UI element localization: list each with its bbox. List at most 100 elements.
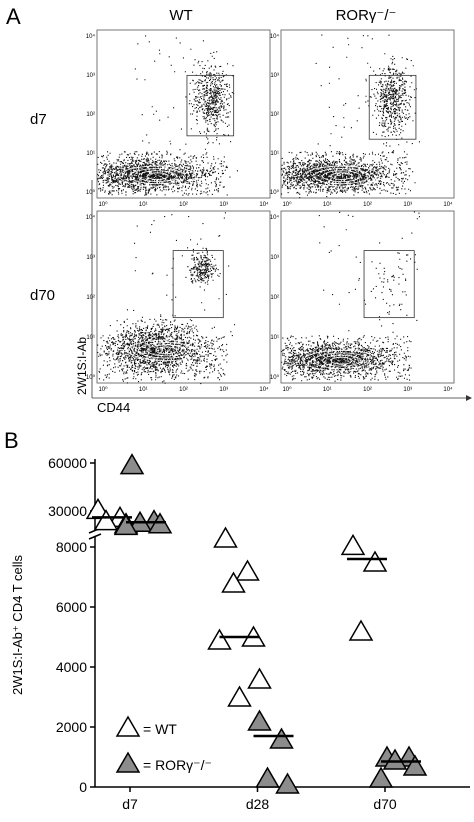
y-tick-label: 30000 bbox=[48, 503, 87, 519]
arrowhead bbox=[466, 395, 472, 401]
contour bbox=[303, 165, 381, 187]
contour bbox=[146, 344, 186, 357]
triangle bbox=[269, 727, 294, 749]
cell-dots bbox=[97, 35, 238, 196]
x-tick-label: 10¹ bbox=[139, 202, 148, 208]
x-tick-label: 10³ bbox=[219, 202, 228, 208]
y-tick-label: 10³ bbox=[270, 73, 279, 79]
contour bbox=[155, 346, 177, 355]
gate bbox=[186, 74, 235, 137]
contour bbox=[138, 342, 195, 359]
column-header: WT bbox=[169, 7, 192, 24]
x-tick-label: d28 bbox=[246, 796, 270, 812]
triangle bbox=[227, 685, 252, 707]
y-tick-label: 10⁰ bbox=[270, 374, 280, 381]
x-tick-label: 10² bbox=[179, 387, 188, 393]
x-tick-label: 10¹ bbox=[323, 202, 332, 208]
x-tick-label: 10⁴ bbox=[259, 201, 269, 208]
x-tick-label: 10² bbox=[363, 202, 372, 208]
triangle bbox=[402, 754, 428, 776]
triangle bbox=[119, 453, 145, 475]
cell-dots bbox=[281, 211, 420, 382]
x-tick-label: 10¹ bbox=[323, 387, 332, 393]
y-tick-label: 10⁰ bbox=[270, 189, 280, 196]
x-tick-label: 10⁰ bbox=[98, 201, 108, 208]
y-tick-label: 60000 bbox=[48, 455, 87, 471]
x-tick-label: 10² bbox=[179, 202, 188, 208]
triangle bbox=[213, 526, 238, 548]
y-tick-label: 4000 bbox=[56, 659, 87, 675]
y-tick-label: 10⁰ bbox=[86, 189, 96, 196]
plot-frame bbox=[280, 210, 455, 384]
legend-symbol bbox=[115, 751, 141, 773]
legend-label: = RORγ⁻/⁻ bbox=[143, 757, 212, 773]
contour bbox=[313, 352, 370, 369]
legend-symbol bbox=[115, 715, 141, 737]
plot-frame bbox=[280, 29, 455, 199]
x-tick-label: 10⁴ bbox=[443, 386, 453, 393]
legend-label: = WT bbox=[143, 721, 177, 737]
y-tick-label: 10¹ bbox=[270, 335, 279, 341]
axis-label: CD44 bbox=[97, 400, 130, 415]
axis-label: 2W1S:I-Ab bbox=[75, 337, 89, 395]
triangle bbox=[348, 619, 374, 641]
contour bbox=[146, 172, 169, 180]
plot-frame bbox=[96, 29, 271, 199]
y-tick-label: 10⁴ bbox=[86, 214, 96, 221]
row-label: d70 bbox=[30, 287, 55, 304]
y-tick-label: 6000 bbox=[56, 599, 87, 615]
y-tick-label: 10³ bbox=[270, 255, 279, 261]
cell-dots bbox=[281, 34, 420, 199]
panel-label: B bbox=[4, 428, 19, 453]
gate bbox=[172, 250, 224, 319]
y-tick-label: 10² bbox=[86, 295, 95, 301]
x-tick-label: 10⁰ bbox=[282, 386, 292, 393]
x-tick-label: 10⁰ bbox=[98, 386, 108, 393]
contour bbox=[322, 170, 361, 182]
triangle bbox=[255, 766, 280, 788]
x-tick-label: d7 bbox=[122, 796, 138, 812]
panel-label: A bbox=[6, 4, 21, 29]
y-tick-label: 10⁴ bbox=[270, 214, 280, 221]
triangle bbox=[221, 571, 246, 593]
contour bbox=[313, 168, 370, 185]
x-tick-label: 10³ bbox=[219, 387, 228, 393]
x-tick-label: 10⁴ bbox=[259, 386, 269, 393]
y-tick-label: 10¹ bbox=[86, 151, 95, 157]
contour bbox=[322, 354, 361, 367]
y-tick-label: 10¹ bbox=[86, 335, 95, 341]
triangle bbox=[362, 550, 388, 572]
gate bbox=[368, 74, 417, 140]
y-tick-label: 8000 bbox=[56, 539, 87, 555]
x-tick-label: 10³ bbox=[403, 387, 412, 393]
triangle bbox=[247, 709, 272, 731]
x-tick-label: 10⁴ bbox=[443, 201, 453, 208]
triangle bbox=[368, 766, 394, 788]
y-tick-label: 10⁰ bbox=[86, 374, 96, 381]
x-tick-label: 10⁰ bbox=[282, 201, 292, 208]
y-tick-label: 0 bbox=[79, 779, 87, 795]
triangle bbox=[382, 748, 408, 770]
y-tick-label: 10² bbox=[86, 112, 95, 118]
y-tick-label: 10³ bbox=[86, 255, 95, 261]
triangle bbox=[235, 559, 260, 581]
triangle bbox=[113, 513, 139, 536]
x-tick-label: 10² bbox=[363, 387, 372, 393]
contour bbox=[119, 165, 197, 187]
contour bbox=[303, 349, 381, 372]
x-tick-label: 10¹ bbox=[139, 387, 148, 393]
contour bbox=[138, 170, 177, 182]
contour bbox=[330, 356, 353, 365]
plot-frame bbox=[96, 210, 271, 384]
axis-label: 2W1S:I-Ab⁺ CD4 T cells bbox=[10, 554, 25, 695]
x-tick-label: d70 bbox=[373, 796, 397, 812]
triangle bbox=[340, 533, 366, 556]
triangle bbox=[207, 628, 232, 650]
triangle bbox=[275, 772, 300, 794]
gate bbox=[363, 250, 415, 319]
